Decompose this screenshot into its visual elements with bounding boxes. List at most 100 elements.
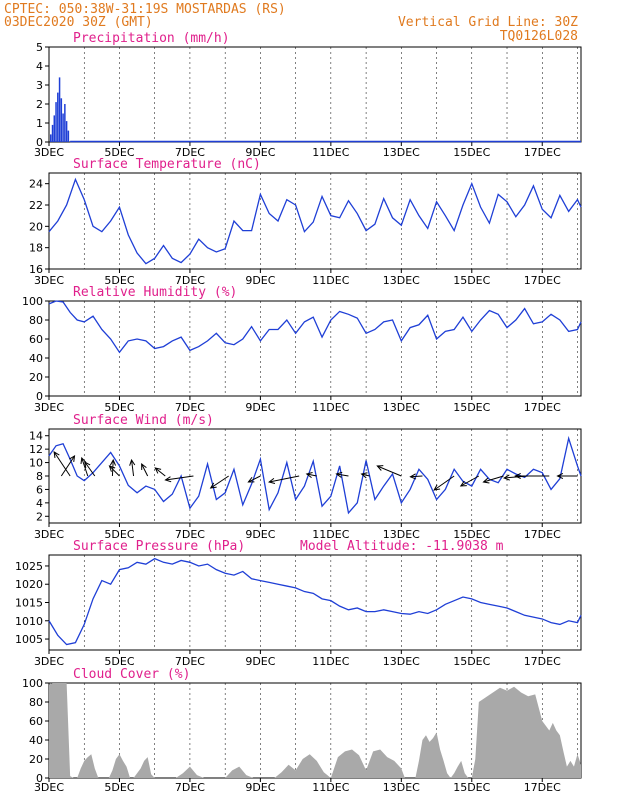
x-tick-label: 13DEC bbox=[383, 528, 420, 541]
x-tick-label: 17DEC bbox=[524, 274, 561, 287]
y-tick-label: 5 bbox=[36, 41, 43, 54]
wind-arrowhead bbox=[556, 472, 564, 480]
x-tick-label: 17DEC bbox=[524, 781, 561, 794]
wind-arrow bbox=[165, 475, 194, 481]
panel-title: Relative Humidity (%) bbox=[73, 285, 237, 300]
panel-title: Precipitation (mm/h) bbox=[73, 31, 230, 46]
precip-bar bbox=[65, 121, 68, 142]
x-tick-label: 7DEC bbox=[175, 528, 205, 541]
precip-bar bbox=[67, 130, 70, 142]
x-tick-label: 7DEC bbox=[175, 274, 205, 287]
y-tick-label: 80 bbox=[29, 696, 43, 709]
x-tick-label: 3DEC bbox=[34, 146, 64, 159]
y-tick-label: 1020 bbox=[15, 578, 43, 591]
x-tick-label: 3DEC bbox=[34, 274, 64, 287]
x-tick-label: 17DEC bbox=[524, 401, 561, 414]
x-tick-label: 3DEC bbox=[34, 781, 64, 794]
precip-bar bbox=[50, 134, 52, 142]
precip-bar bbox=[62, 113, 64, 142]
y-tick-label: 1 bbox=[36, 117, 43, 130]
y-tick-label: 18 bbox=[29, 242, 43, 255]
wind-arrow bbox=[53, 451, 71, 477]
x-tick-label: 5DEC bbox=[104, 146, 134, 159]
wind-arrowhead bbox=[360, 472, 368, 479]
plot-frame bbox=[48, 300, 582, 397]
x-tick-label: 9DEC bbox=[245, 146, 275, 159]
wind-arrowhead bbox=[503, 474, 510, 481]
wind-arrow bbox=[361, 473, 370, 477]
precip-bar bbox=[53, 115, 56, 142]
x-tick-label: 7DEC bbox=[175, 781, 205, 794]
wind-arrowhead bbox=[376, 465, 384, 471]
y-tick-label: 6 bbox=[36, 483, 43, 496]
x-tick-label: 5DEC bbox=[104, 274, 134, 287]
wind-arrowhead bbox=[109, 458, 117, 466]
x-tick-label: 5DEC bbox=[104, 528, 134, 541]
wind-arrow bbox=[60, 455, 75, 477]
x-tick-label: 11DEC bbox=[312, 781, 349, 794]
header-grid-line: Vertical Grid Line: 30Z bbox=[398, 15, 578, 30]
y-tick-label: 3 bbox=[36, 79, 43, 92]
wind-arrowhead bbox=[514, 472, 521, 480]
x-tick-label: 15DEC bbox=[453, 146, 490, 159]
wind-arrow bbox=[111, 459, 114, 477]
wind-arrow bbox=[109, 465, 120, 477]
y-tick-label: 60 bbox=[29, 333, 43, 346]
y-tick-label: 12 bbox=[29, 443, 43, 456]
cloud-cover-panel: 0 20 40 60 80 100 3DEC 5DEC 7DEC 9DEC 11DEC 13DEC 15… bbox=[22, 667, 582, 794]
x-tick-label: 13DEC bbox=[383, 146, 420, 159]
x-tick-label: 9DEC bbox=[245, 655, 275, 668]
wind-arrow bbox=[141, 463, 149, 477]
precip-bar bbox=[51, 124, 54, 142]
wind-arrowhead bbox=[482, 477, 490, 484]
x-tick-label: 9DEC bbox=[245, 528, 275, 541]
wind-arrow bbox=[210, 475, 229, 489]
y-tick-label: 0 bbox=[36, 390, 43, 403]
precip-bar bbox=[55, 102, 57, 142]
wind-arrowhead bbox=[209, 482, 217, 489]
series-line bbox=[48, 177, 582, 265]
panel-title: Surface Pressure (hPa) bbox=[73, 539, 245, 554]
x-tick-label: 11DEC bbox=[312, 274, 349, 287]
wind-arrowhead bbox=[84, 461, 91, 468]
y-tick-label: 2 bbox=[36, 510, 43, 523]
wind-arrow bbox=[84, 461, 96, 477]
x-tick-label: 3DEC bbox=[34, 655, 64, 668]
x-tick-label: 17DEC bbox=[524, 528, 561, 541]
x-tick-label: 11DEC bbox=[312, 655, 349, 668]
precip-bar bbox=[57, 92, 59, 142]
y-tick-label: 8 bbox=[36, 470, 43, 483]
x-tick-label: 13DEC bbox=[383, 401, 420, 414]
x-tick-label: 3DEC bbox=[34, 401, 64, 414]
y-tick-label: 14 bbox=[29, 430, 43, 443]
wind-arrow bbox=[433, 475, 455, 491]
x-tick-label: 17DEC bbox=[524, 146, 561, 159]
y-tick-label: 20 bbox=[29, 371, 43, 384]
wind-arrow bbox=[377, 465, 402, 477]
wind-arrowhead bbox=[53, 451, 60, 459]
x-tick-label: 11DEC bbox=[312, 146, 349, 159]
y-tick-label: 60 bbox=[29, 715, 43, 728]
wind-arrow bbox=[248, 475, 261, 483]
header: CPTEC: 050:38W-31:19S MOSTARDAS (RS) 03D… bbox=[4, 2, 578, 44]
wind-arrow bbox=[483, 475, 504, 483]
x-tick-label: 17DEC bbox=[524, 655, 561, 668]
y-tick-label: 1015 bbox=[15, 597, 43, 610]
wind-arrowhead bbox=[433, 484, 441, 491]
y-tick-label: 100 bbox=[22, 295, 43, 308]
precip-bar bbox=[64, 104, 66, 142]
y-tick-label: 1010 bbox=[15, 615, 43, 628]
panel-title: Surface Temperature (nC) bbox=[73, 157, 261, 172]
x-tick-label: 9DEC bbox=[245, 781, 275, 794]
cloud-area bbox=[49, 683, 581, 778]
precip-bar bbox=[60, 98, 63, 142]
wind-arrow bbox=[269, 475, 300, 483]
panel-title: Cloud Cover (%) bbox=[73, 667, 190, 682]
wind-arrowhead bbox=[409, 473, 417, 480]
header-date: 03DEC2020 30Z (GMT) bbox=[4, 15, 153, 30]
y-tick-label: 4 bbox=[36, 497, 43, 510]
series-line bbox=[48, 557, 582, 646]
wind-arrow bbox=[336, 473, 349, 477]
